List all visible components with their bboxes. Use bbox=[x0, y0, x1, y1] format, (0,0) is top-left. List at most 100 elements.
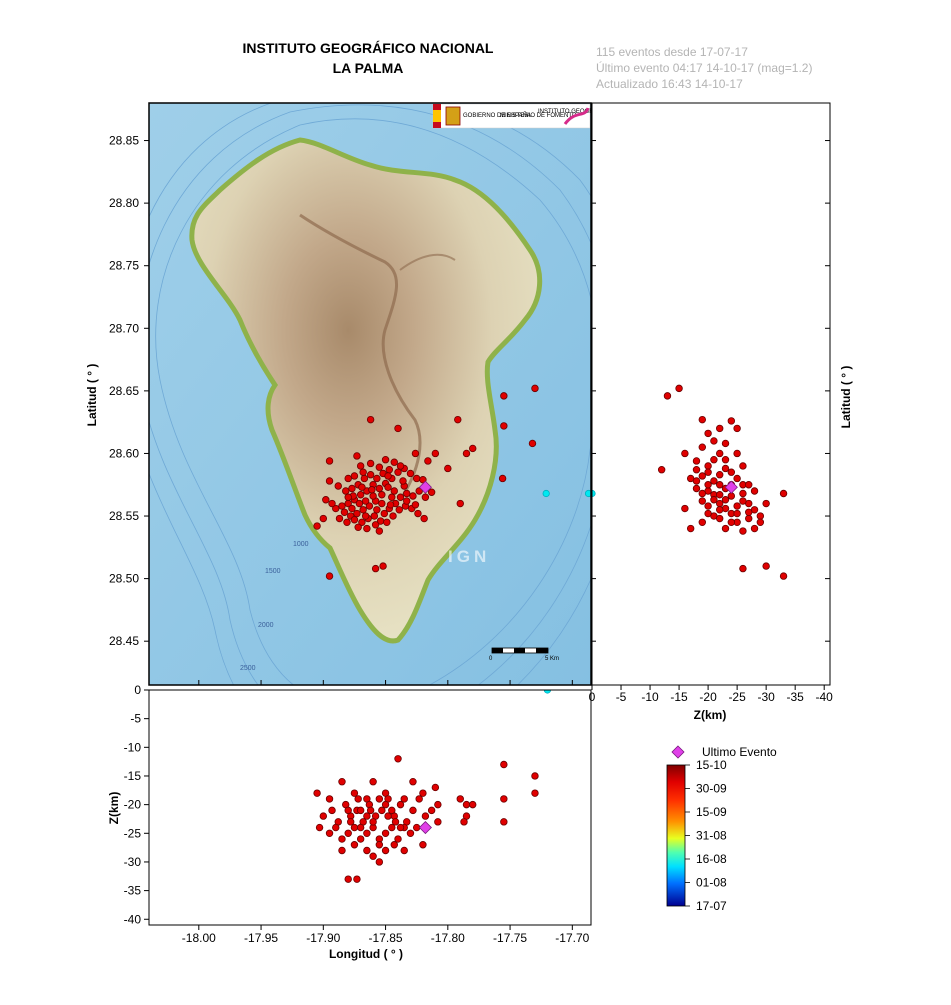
event-marker bbox=[431, 449, 440, 458]
event-marker bbox=[716, 424, 724, 433]
tick-label: 28.75 bbox=[109, 259, 139, 273]
caldera-ridge bbox=[299, 213, 422, 501]
colorbar-label: 01-08 bbox=[696, 876, 727, 890]
event-marker bbox=[395, 506, 403, 514]
map-frame bbox=[148, 102, 592, 686]
event-marker bbox=[353, 452, 361, 460]
event-marker bbox=[378, 499, 386, 508]
event-marker bbox=[698, 518, 706, 526]
event-marker bbox=[363, 524, 371, 533]
event-marker bbox=[721, 496, 730, 504]
event-marker bbox=[373, 474, 381, 483]
bathymetry-contours bbox=[149, 103, 591, 685]
event-marker bbox=[733, 502, 741, 510]
info-updated: Actualizado 16:43 14-10-17 bbox=[596, 77, 743, 91]
title-line-2: LA PALMA bbox=[333, 60, 404, 76]
event-marker bbox=[415, 487, 423, 495]
event-marker bbox=[313, 522, 321, 530]
event-marker bbox=[779, 572, 788, 580]
event-marker bbox=[716, 471, 724, 479]
lon-depth-ylabel: Z(km) bbox=[107, 792, 121, 825]
event-marker bbox=[427, 806, 436, 815]
event-marker bbox=[419, 841, 427, 849]
event-marker bbox=[371, 564, 380, 573]
logo-ministerio: MINISTERIO DE FOMENTO bbox=[500, 113, 577, 119]
event-marker bbox=[335, 514, 344, 523]
latitude-depth-markers bbox=[592, 384, 788, 580]
event-marker bbox=[403, 489, 411, 498]
event-marker bbox=[692, 457, 701, 465]
event-marker bbox=[419, 789, 427, 797]
event-marker bbox=[411, 501, 420, 509]
event-marker bbox=[363, 829, 371, 837]
tick-label: -15 bbox=[670, 690, 688, 704]
event-marker bbox=[498, 474, 507, 483]
event-marker bbox=[427, 488, 436, 496]
event-marker bbox=[319, 514, 328, 523]
contour-label: 1500 bbox=[265, 568, 281, 575]
event-marker bbox=[342, 487, 350, 495]
event-marker bbox=[710, 456, 718, 464]
event-marker bbox=[396, 462, 405, 470]
tick-label: -5 bbox=[616, 690, 627, 704]
latitude-depth-frame bbox=[591, 102, 831, 686]
event-marker bbox=[454, 415, 462, 424]
event-marker bbox=[356, 823, 365, 832]
event-marker bbox=[368, 486, 376, 494]
event-marker bbox=[369, 818, 377, 826]
event-marker bbox=[745, 481, 753, 489]
event-marker bbox=[710, 477, 718, 485]
event-marker bbox=[386, 501, 395, 509]
event-marker bbox=[710, 437, 718, 445]
event-marker bbox=[375, 795, 384, 803]
event-marker bbox=[322, 496, 330, 504]
event-marker bbox=[420, 514, 428, 523]
event-marker bbox=[750, 487, 759, 495]
tick-label: -17.75 bbox=[493, 931, 527, 945]
tick-label: -40 bbox=[124, 912, 142, 926]
event-marker bbox=[334, 482, 342, 490]
event-marker bbox=[332, 504, 340, 513]
event-marker bbox=[371, 521, 380, 529]
event-marker bbox=[415, 795, 423, 803]
event-marker bbox=[344, 875, 352, 883]
event-marker bbox=[762, 499, 770, 508]
event-marker bbox=[469, 800, 477, 809]
event-marker bbox=[344, 493, 352, 501]
event-marker bbox=[756, 518, 765, 526]
legend: Ultimo Evento 15-10 30-09 15-09 31-08 16-08 0… bbox=[666, 745, 777, 913]
event-marker bbox=[338, 846, 346, 855]
event-marker bbox=[389, 512, 397, 520]
event-marker bbox=[403, 497, 411, 505]
cumbre-ridge bbox=[399, 253, 456, 271]
event-marker bbox=[360, 474, 369, 483]
event-marker bbox=[739, 462, 747, 470]
la-palma-island bbox=[189, 137, 543, 644]
contour-label: 2000 bbox=[258, 622, 274, 629]
event-marker bbox=[347, 818, 355, 826]
event-marker bbox=[698, 472, 706, 480]
ign-logo: GOBIERNO DE ESPAÑA MINISTERIO DE FOMENTO… bbox=[432, 103, 645, 129]
event-marker bbox=[388, 806, 396, 815]
event-marker bbox=[381, 456, 390, 464]
event-marker bbox=[721, 524, 730, 533]
event-marker bbox=[421, 812, 430, 820]
event-marker bbox=[406, 469, 415, 478]
event-marker bbox=[350, 823, 359, 832]
lat-depth-ylabel: Latitud ( ° ) bbox=[839, 366, 853, 429]
event-marker bbox=[462, 800, 471, 809]
event-marker bbox=[359, 468, 367, 476]
event-marker bbox=[663, 392, 672, 400]
event-marker bbox=[390, 458, 398, 466]
event-marker bbox=[356, 806, 365, 815]
event-marker bbox=[369, 778, 377, 786]
event-marker bbox=[325, 477, 334, 485]
tick-label: 28.45 bbox=[109, 634, 139, 648]
event-marker bbox=[319, 812, 328, 820]
event-marker bbox=[421, 493, 430, 501]
event-marker bbox=[716, 491, 724, 499]
tick-label: -35 bbox=[124, 884, 142, 898]
event-marker bbox=[716, 481, 724, 489]
longitude-depth-markers bbox=[313, 690, 552, 883]
